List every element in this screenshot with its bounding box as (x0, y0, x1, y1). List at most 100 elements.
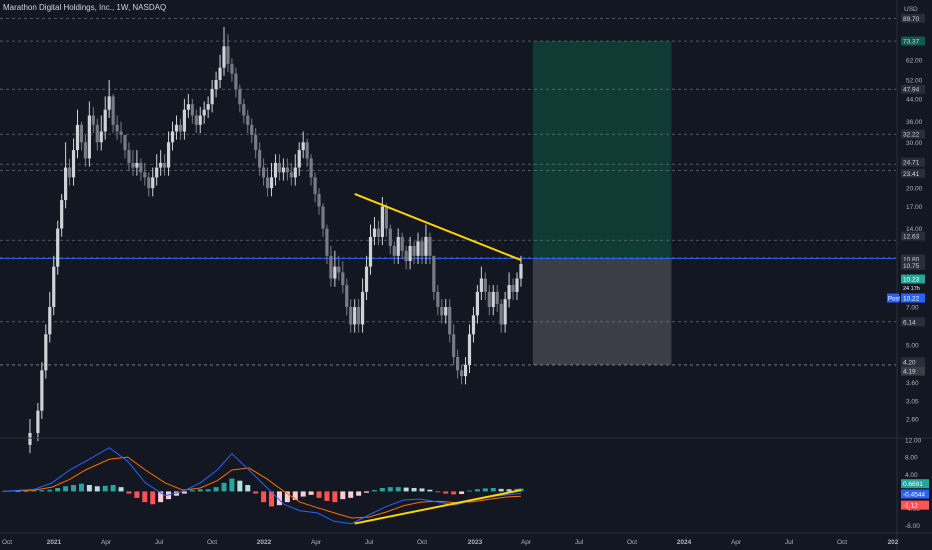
candles (28, 27, 523, 454)
macd-histogram-bar (189, 490, 195, 492)
candle-body (143, 172, 147, 178)
macd-histogram-bar (150, 491, 156, 505)
macd-tick: 8.00 (905, 455, 918, 462)
candle-body (174, 124, 179, 132)
macd-histogram-bar (39, 490, 45, 492)
candle-body (269, 177, 274, 189)
candle-body (364, 266, 369, 292)
stop-tag: 4.19 (903, 369, 916, 376)
macd-histogram-bar (78, 483, 84, 492)
stop-tag-bg (901, 366, 925, 376)
time-tick: Jul (365, 539, 374, 546)
macd-histogram-bar (371, 490, 377, 492)
candle-body (131, 162, 135, 168)
position-zones (532, 41, 672, 365)
loss-zone (532, 258, 672, 365)
post-value: 10.22 (903, 296, 920, 303)
macd-histogram-bar (94, 486, 100, 492)
candle-body (301, 142, 305, 151)
macd-tick: 4.00 (905, 472, 918, 479)
macd-trendline (354, 489, 522, 525)
currency-label: USD (904, 6, 918, 13)
candle-body (459, 370, 464, 377)
candle-body (436, 291, 440, 307)
candle-body (424, 236, 428, 256)
macd-histogram-bar (403, 487, 409, 492)
candle-body (333, 266, 337, 279)
macd-histogram-bar (459, 491, 465, 494)
candle-body (178, 124, 183, 132)
candle-body (289, 172, 293, 178)
time-tick: Oct (2, 539, 12, 546)
macd-histogram-bar (518, 488, 524, 492)
macd-histogram-bar (110, 485, 116, 492)
time-tick: 2023 (468, 539, 483, 546)
candle-body (345, 285, 349, 307)
macd-histogram-bar (490, 488, 496, 492)
current-price-countdown: 24 17h (903, 286, 920, 292)
macd-histogram-bar (324, 491, 330, 501)
current-price-tag: 10.23 (903, 277, 920, 284)
candle-body (28, 432, 32, 445)
candle-body (412, 245, 416, 256)
candle-body (190, 104, 194, 116)
candle-body (440, 306, 444, 316)
macd-histogram-bar (292, 491, 298, 500)
macd-histogram-bar (205, 489, 211, 492)
macd-histogram-bar (15, 491, 21, 493)
macd-histogram-bar (451, 491, 457, 495)
level-tag: 4.20 (903, 359, 916, 366)
candle-body (206, 104, 210, 110)
price-trendline (354, 193, 522, 261)
time-tick: Apr (521, 539, 532, 546)
candle-body (293, 167, 297, 178)
candle-body (499, 303, 503, 325)
macd-histogram-bar (332, 491, 338, 503)
macd-histogram-bar (427, 489, 433, 492)
macd-histogram-bar (435, 491, 441, 493)
macd-histogram-bar (498, 488, 504, 492)
candle-body (388, 228, 392, 246)
candle-body (495, 291, 499, 304)
candle-body (155, 167, 159, 178)
candle-body (48, 306, 52, 335)
macd-histogram-bar (245, 485, 251, 492)
candle-body (313, 177, 317, 194)
time-axis: Oct 2021 Apr Jul Oct 2022 Apr Jul Oct 2023 Apr Jul O… (0, 532, 932, 546)
candle-body (139, 162, 143, 173)
level-tag-bg (901, 254, 925, 264)
candle-body (277, 162, 282, 173)
candle-body (491, 291, 495, 307)
candle-body (353, 306, 357, 325)
macd-histogram-bar (181, 491, 187, 494)
macd-tick: 12.00 (905, 438, 922, 445)
candle-body (404, 250, 408, 262)
macd-histogram-bar (261, 491, 267, 503)
candle-body (416, 241, 420, 256)
macd-histogram-bar (229, 478, 235, 492)
target-tag-bg (901, 36, 925, 46)
level-tag-bg (901, 260, 925, 270)
level-tag: 10.75 (903, 263, 920, 270)
price-tick: 20.00 (906, 186, 923, 193)
price-tick: 30.00 (906, 140, 923, 147)
candle-body (487, 291, 491, 307)
candle-body (40, 370, 44, 411)
macd-histogram-bar (23, 491, 29, 492)
candle-body (380, 206, 384, 237)
candle-body (242, 104, 246, 116)
candle-body (198, 115, 202, 125)
candle-body (325, 228, 329, 256)
candle-body (91, 115, 95, 125)
level-tag: 6.14 (903, 319, 916, 326)
candle-body (515, 278, 519, 292)
macd-histogram-bar (269, 491, 275, 507)
candle-body (511, 285, 515, 292)
candle-body (87, 115, 91, 159)
level-tag-bg (901, 84, 925, 94)
macd-histogram-bar (86, 485, 92, 492)
candle-body (218, 67, 222, 81)
candle-body (368, 236, 373, 267)
time-tick: Oct (207, 539, 217, 546)
